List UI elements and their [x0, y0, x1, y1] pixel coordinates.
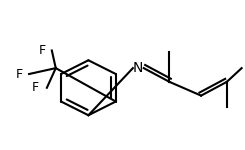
Text: F: F [32, 81, 39, 94]
Text: N: N [133, 61, 143, 75]
Text: F: F [16, 68, 23, 81]
Text: F: F [39, 44, 46, 57]
